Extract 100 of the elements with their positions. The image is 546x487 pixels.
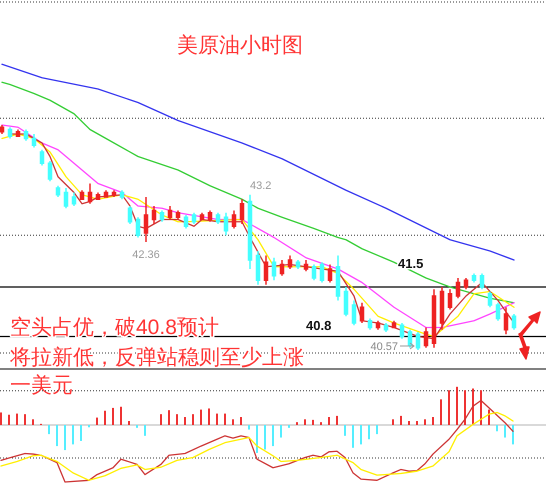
bar [80,425,82,441]
bar [464,390,466,425]
candlestick [240,198,244,225]
candlestick [32,133,36,148]
candlestick [504,306,508,335]
candlestick [64,187,68,209]
bar [416,421,418,425]
bar [280,425,282,438]
candlestick [224,212,228,236]
candlestick [16,128,20,137]
candlestick [0,124,4,135]
candlestick [336,254,340,302]
candlestick [304,259,308,272]
candlestick [248,194,252,270]
candlestick [368,318,372,330]
chart-title: 美原油小时图 [177,34,303,57]
candlestick [512,313,516,330]
bar [512,425,514,444]
bar [504,425,506,438]
bar [32,419,34,425]
candlestick [360,302,364,324]
candlestick [176,210,180,220]
bar [448,390,450,425]
candlestick [496,302,500,322]
bar [408,421,410,425]
annotation: 43.2 [250,180,272,192]
bar [56,425,58,446]
candlestick [464,277,468,290]
candlestick [48,160,52,182]
bar [472,388,474,425]
candlestick [264,254,268,286]
candlestick [472,272,476,284]
annotation: 41.5 [398,256,424,271]
bar [192,414,194,425]
annotation: 40.57 [370,341,398,353]
bar [392,419,394,425]
bar [248,425,250,430]
candlestick [312,264,316,281]
bar [112,408,114,425]
annotation: 40.8 [306,318,332,333]
bar [224,414,226,425]
candlestick [400,322,404,340]
candlestick [8,126,12,140]
candlestick [288,254,292,270]
annotation: 将拉新低，反弹站稳则至少上涨 [9,346,304,369]
candlestick [328,264,332,284]
bar [336,416,338,425]
candlestick [440,286,444,330]
candlestick [256,250,260,286]
candlestick [56,185,60,198]
candlestick [376,320,380,330]
annotation: 空头占优，破40.8预计 [10,316,219,339]
candlestick [344,286,348,317]
bar [360,425,362,444]
candlestick [144,196,148,243]
annotation: 42.36 [132,249,160,261]
candlestick [168,205,172,220]
bar [320,422,322,425]
bar [376,425,378,434]
bar [16,414,18,425]
candlestick [192,212,196,225]
candlestick [424,326,428,348]
candlestick [152,205,156,225]
candlestick [104,190,108,198]
candlestick [392,320,396,328]
bar [48,425,50,434]
candlestick [80,190,84,200]
bar [184,417,186,425]
bar [344,425,346,436]
bar [432,417,434,425]
bar [120,406,122,425]
bar [400,416,402,425]
candlestick [160,210,164,222]
candlestick [120,190,124,200]
bar [456,386,458,425]
bar [232,419,234,425]
candlestick [352,300,356,326]
bar [176,414,178,425]
annotation: 一美元 [10,374,73,397]
bar [272,425,274,446]
candlestick [296,259,300,270]
candlestick [184,214,188,230]
bar [24,414,26,425]
bar [440,399,442,425]
candlestick [232,210,236,230]
candlestick [136,216,140,238]
bar [104,410,106,425]
bar [160,414,162,425]
bar [288,425,290,428]
candlestick [128,205,132,225]
candlestick [448,288,452,310]
bar [208,408,210,425]
bar [352,425,354,448]
candlestick [280,259,284,276]
bar [8,414,10,425]
candlestick [320,262,324,284]
candlestick [272,257,276,281]
bar [200,410,202,425]
bar [144,425,146,436]
candlestick [72,192,76,207]
